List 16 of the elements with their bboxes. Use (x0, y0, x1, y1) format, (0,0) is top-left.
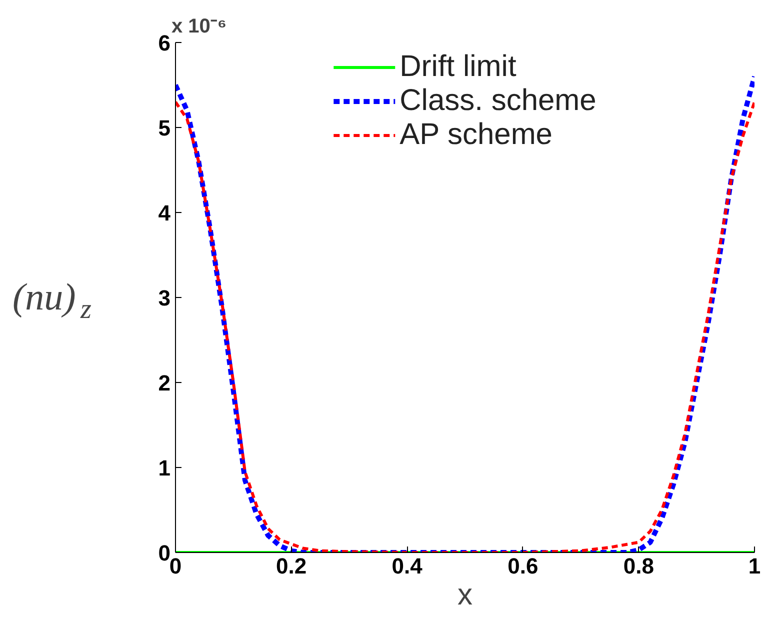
legend-label: AP scheme (400, 118, 552, 152)
x-tick-label: 1 (748, 554, 761, 578)
x-tick-label: 0.6 (508, 554, 538, 578)
y-tick-label: 2 (158, 370, 171, 396)
y-tick-label: 4 (158, 200, 172, 226)
x-tick-label: 0.8 (623, 554, 654, 578)
x-tick-label: 0.2 (276, 554, 307, 578)
y-tick-label: 3 (158, 286, 171, 310)
x-axis-title: x (458, 578, 472, 612)
y-tick-label: 1 (158, 456, 171, 480)
legend-label: Class. scheme (400, 84, 596, 118)
y-tick-label: 6 (158, 30, 171, 56)
x-tick-label: 0.4 (392, 554, 424, 578)
legend-label: Drift limit (400, 50, 516, 84)
text: x 10⁻⁶ (172, 16, 227, 38)
y-tick-label: 5 (158, 116, 171, 140)
